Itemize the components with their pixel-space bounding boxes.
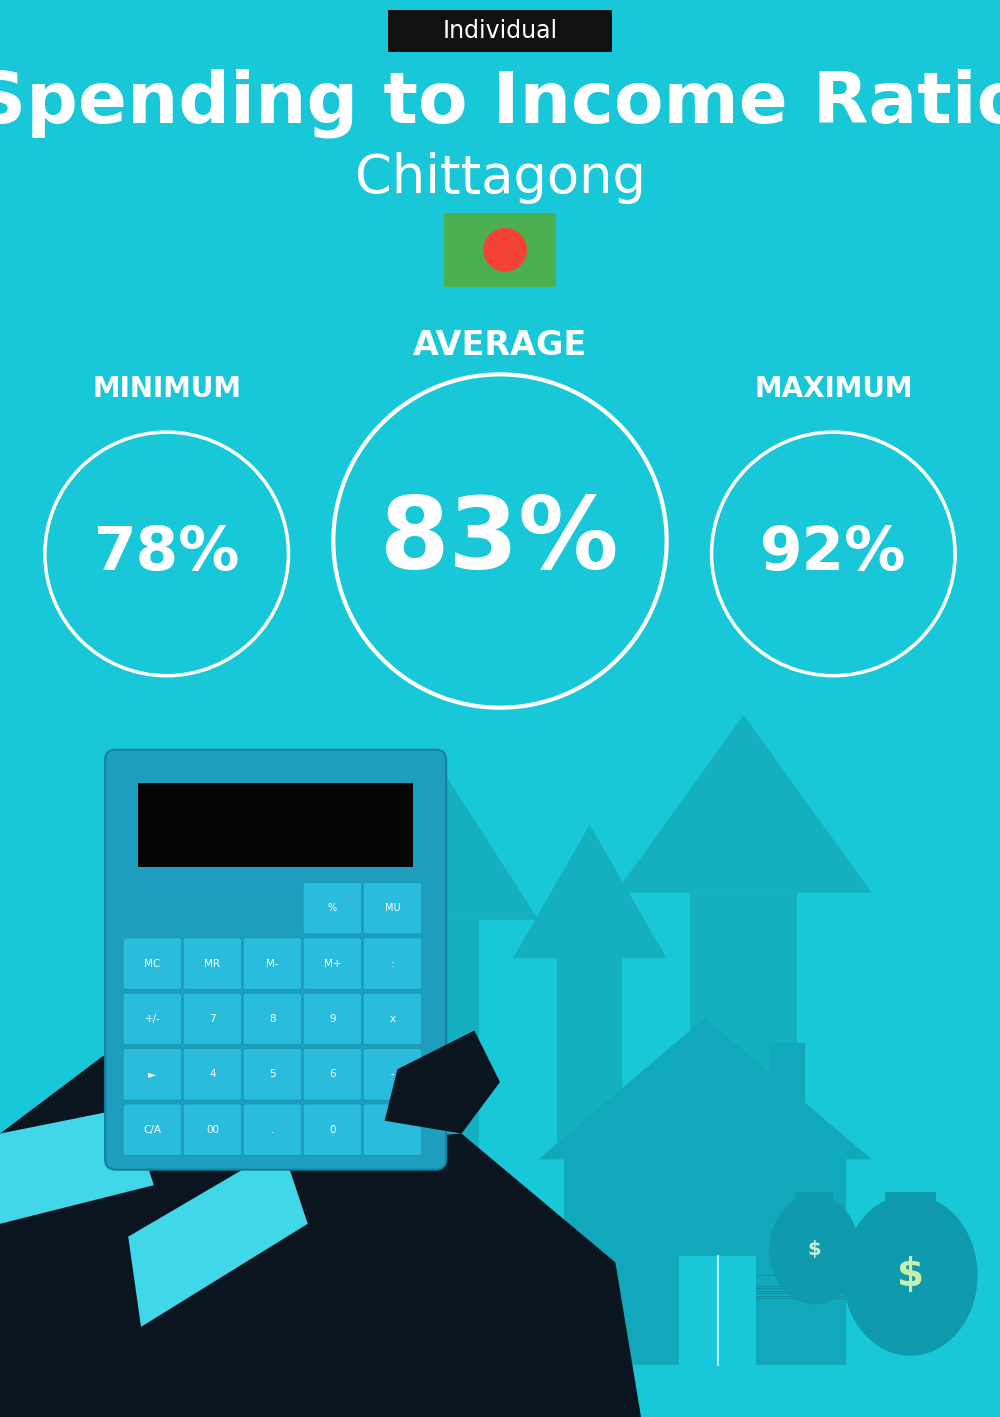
Polygon shape (385, 1030, 500, 1134)
Text: Chittagong: Chittagong (355, 152, 645, 204)
Bar (732, 1282, 860, 1294)
Text: Spending to Income Ratio: Spending to Income Ratio (0, 68, 1000, 137)
FancyBboxPatch shape (303, 993, 362, 1044)
FancyBboxPatch shape (363, 938, 422, 989)
Polygon shape (0, 1030, 385, 1417)
Ellipse shape (769, 1195, 859, 1304)
Text: 6: 6 (329, 1070, 336, 1080)
Text: AVERAGE: AVERAGE (413, 329, 587, 361)
Polygon shape (0, 1108, 154, 1224)
FancyBboxPatch shape (123, 1049, 182, 1100)
Ellipse shape (483, 228, 527, 272)
Polygon shape (333, 760, 538, 920)
Polygon shape (128, 1134, 641, 1417)
Bar (214, 956, 235, 1030)
FancyBboxPatch shape (303, 1104, 362, 1155)
Text: 5: 5 (269, 1070, 276, 1080)
Bar (557, 958, 622, 1159)
Ellipse shape (186, 956, 206, 976)
FancyBboxPatch shape (303, 883, 362, 934)
Bar (242, 945, 263, 1020)
Text: 4: 4 (209, 1070, 216, 1080)
Ellipse shape (271, 925, 291, 945)
Bar (186, 966, 206, 1041)
Bar (444, 213, 556, 288)
Text: %: % (328, 903, 337, 913)
FancyBboxPatch shape (243, 1104, 302, 1155)
FancyBboxPatch shape (243, 938, 302, 989)
Bar (795, 1192, 833, 1217)
Bar (736, 1281, 864, 1291)
Ellipse shape (242, 935, 263, 956)
Bar (740, 1278, 868, 1288)
FancyBboxPatch shape (183, 938, 242, 989)
FancyBboxPatch shape (123, 993, 182, 1044)
Bar (564, 1159, 846, 1366)
Text: -: - (391, 1070, 394, 1080)
Bar (679, 1255, 756, 1366)
Text: 83%: 83% (380, 493, 620, 589)
FancyBboxPatch shape (183, 993, 242, 1044)
Text: +/-: +/- (144, 1015, 160, 1024)
FancyBboxPatch shape (303, 1049, 362, 1100)
Polygon shape (513, 825, 667, 958)
FancyBboxPatch shape (105, 750, 446, 1169)
FancyBboxPatch shape (363, 1104, 422, 1155)
FancyBboxPatch shape (303, 938, 362, 989)
Text: 9: 9 (329, 1015, 336, 1024)
Text: MINIMUM: MINIMUM (92, 376, 241, 402)
Bar (271, 935, 291, 1010)
Text: 92%: 92% (760, 524, 907, 584)
Bar (724, 1288, 853, 1298)
FancyBboxPatch shape (243, 993, 302, 1044)
Text: MAXIMUM: MAXIMUM (754, 376, 913, 402)
Bar (138, 784, 413, 867)
Text: :: : (391, 958, 394, 969)
Bar (885, 1192, 936, 1227)
Ellipse shape (843, 1195, 978, 1356)
Text: x: x (389, 1015, 395, 1024)
FancyBboxPatch shape (363, 1049, 422, 1100)
Polygon shape (538, 1017, 872, 1159)
FancyBboxPatch shape (123, 1104, 182, 1155)
FancyBboxPatch shape (363, 993, 422, 1044)
Polygon shape (615, 716, 872, 893)
Text: 7: 7 (209, 1015, 216, 1024)
FancyBboxPatch shape (363, 883, 422, 934)
Text: C/A: C/A (143, 1125, 161, 1135)
Text: MR: MR (204, 958, 220, 969)
Bar (393, 920, 479, 1159)
Bar (728, 1285, 856, 1297)
Bar (769, 1043, 805, 1159)
Text: M+: M+ (324, 958, 341, 969)
Bar (690, 893, 797, 1159)
Text: $: $ (897, 1257, 924, 1294)
Text: ►: ► (148, 1070, 156, 1080)
Text: MU: MU (385, 903, 400, 913)
FancyBboxPatch shape (183, 1104, 242, 1155)
Text: .: . (271, 1125, 274, 1135)
FancyBboxPatch shape (183, 1049, 242, 1100)
Polygon shape (154, 1017, 295, 1121)
Text: Individual: Individual (442, 18, 558, 43)
Polygon shape (128, 1146, 308, 1326)
Text: MC: MC (144, 958, 161, 969)
Ellipse shape (214, 945, 235, 966)
Bar (388, 10, 612, 51)
Text: 78%: 78% (93, 524, 240, 584)
Text: M-: M- (266, 958, 279, 969)
Bar (744, 1275, 872, 1285)
Text: 00: 00 (206, 1125, 219, 1135)
FancyBboxPatch shape (123, 938, 182, 989)
Text: 8: 8 (269, 1015, 276, 1024)
Text: $: $ (807, 1240, 821, 1260)
FancyBboxPatch shape (243, 1049, 302, 1100)
Text: 0: 0 (329, 1125, 336, 1135)
